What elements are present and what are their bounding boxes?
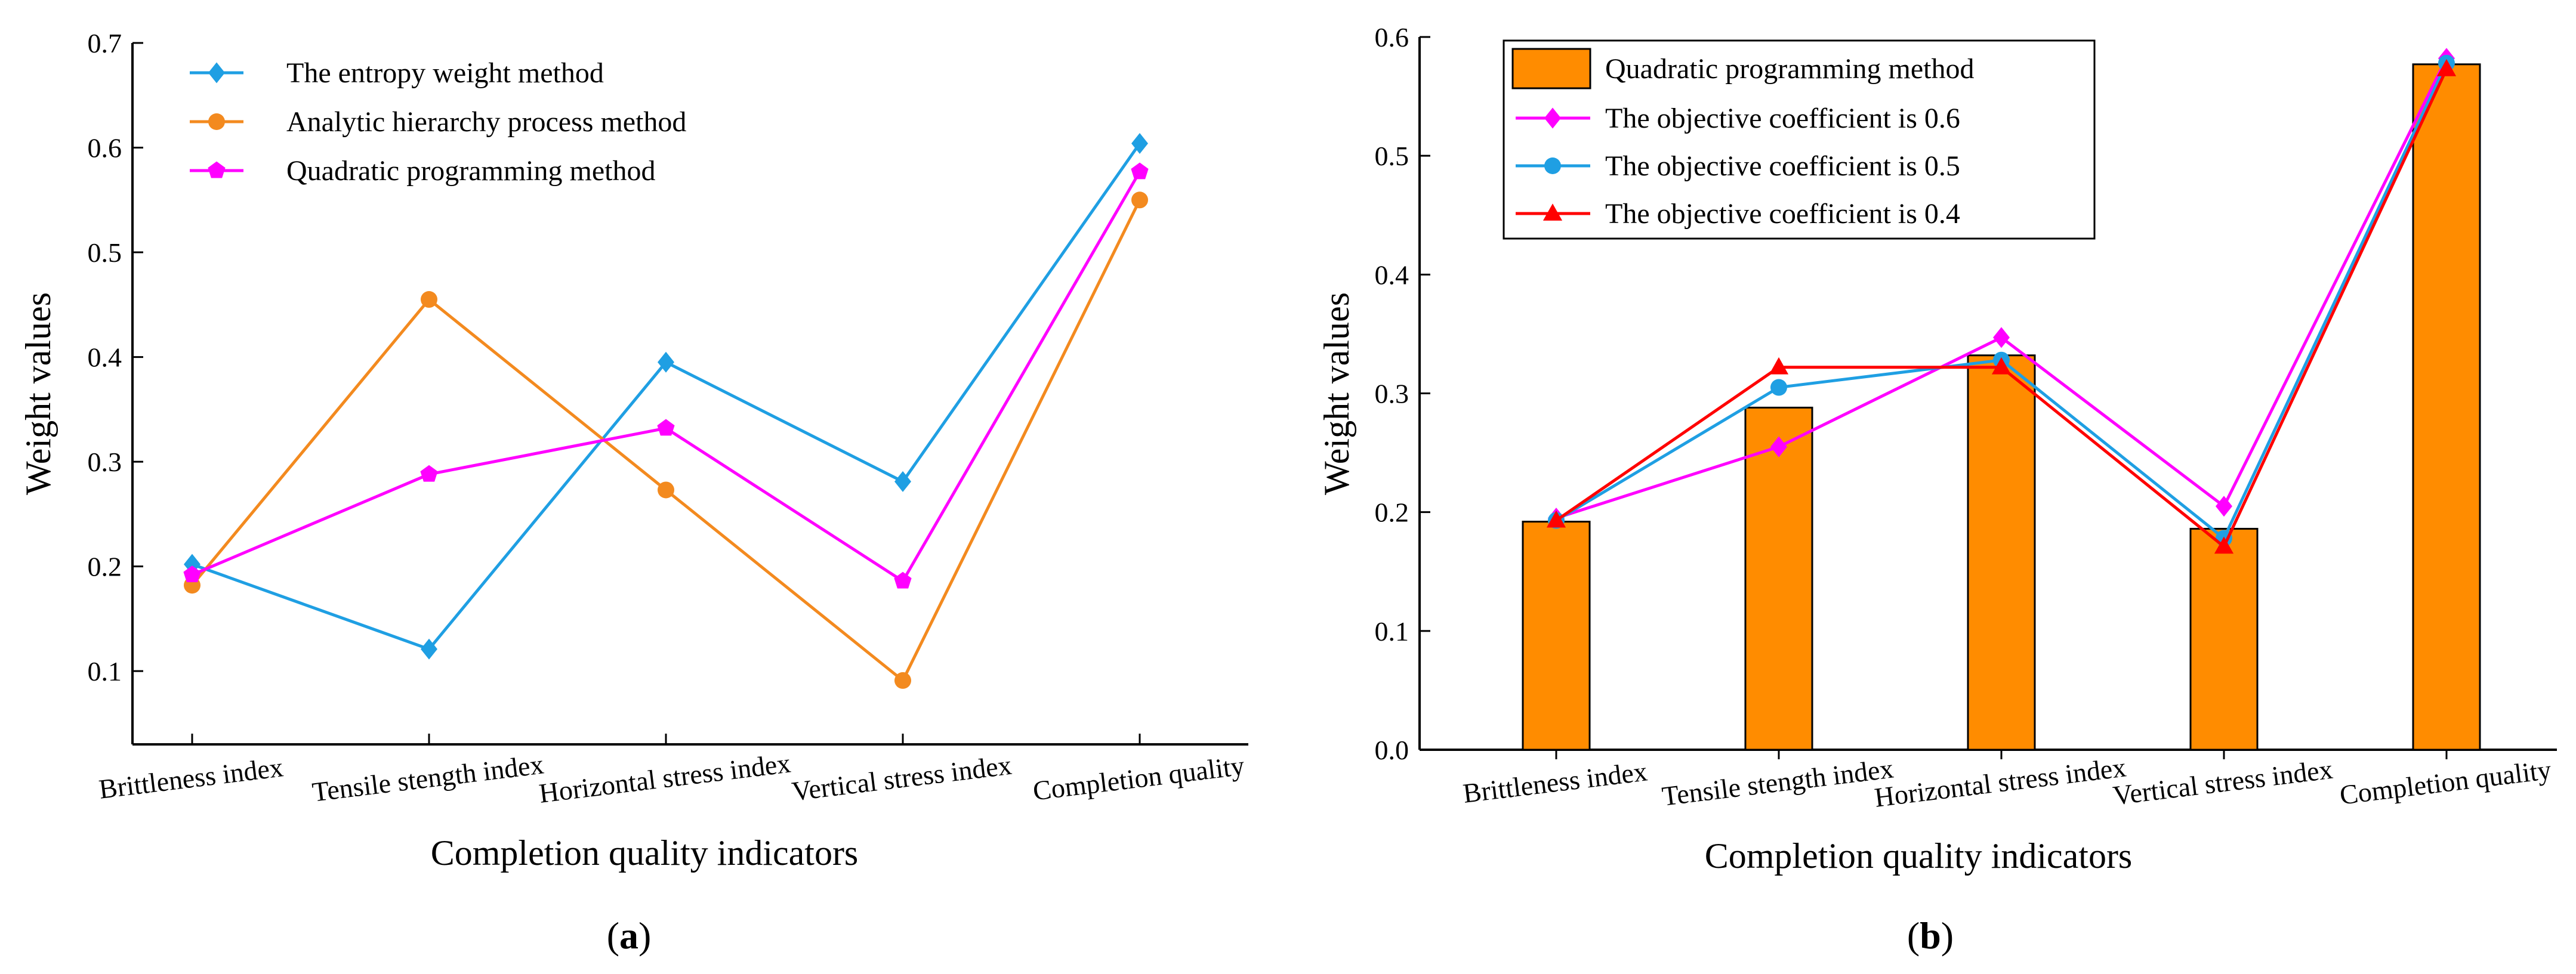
panel-a-y-axis-title: Weight values	[18, 292, 58, 495]
panel-b-bar	[1967, 354, 2036, 751]
panel-a-data-point	[894, 571, 912, 589]
panel-b-y-tick-label: 0.3	[1375, 379, 1409, 409]
panel-b-category-vertical-stress-index: Vertical stress index	[2111, 754, 2334, 811]
panel-b-legend-item-the-objective-coefficient-is-0-4: The objective coefficient is 0.4	[1516, 198, 1960, 230]
panel-b-legend-marker	[1544, 157, 1561, 174]
panel-b-legend-marker	[1544, 107, 1561, 129]
panel-b-y-tick-label: 0.1	[1375, 616, 1409, 647]
panel-b-data-point	[2216, 496, 2232, 517]
panel-a-data-point	[658, 481, 674, 499]
panel-a-legend-item-the-entropy-weight-method: The entropy weight method	[190, 57, 604, 89]
panel-a-y-tick-label: 0.3	[88, 447, 122, 477]
panel-b-data-point	[1770, 436, 1787, 457]
panel-b-category-tensile-stength-index: Tensile stength index	[1660, 753, 1895, 812]
panel-a-data-point	[1131, 191, 1148, 209]
panel-a-category-vertical-stress-index: Vertical stress index	[790, 750, 1013, 807]
panel-b-data-point	[1546, 510, 1566, 528]
panel-b-bar	[2412, 63, 2481, 751]
panel-b-legend-label: The objective coefficient is 0.5	[1605, 150, 1960, 182]
panel-a-legend-label: The entropy weight method	[286, 57, 604, 89]
panel-a-category-horizontal-stress-index: Horizontal stress index	[538, 747, 792, 808]
panel-a-data-point	[657, 419, 675, 436]
panel-a-legend-item-quadratic-programming-method: Quadratic programming method	[190, 155, 656, 187]
panel-a-category-completion-quality: Completion quality	[1031, 750, 1246, 806]
panel-a-legend-marker	[208, 62, 225, 84]
panel-a-legend-item-analytic-hierarchy-process-method: Analytic hierarchy process method	[190, 106, 686, 138]
panel-b-y-tick-label: 0.4	[1375, 259, 1409, 290]
panel-b-y-tick-label: 0.6	[1375, 22, 1409, 52]
panel-a-y-tick-label: 0.4	[88, 342, 122, 373]
panel-b-label: (b)	[1907, 914, 1954, 957]
panel-a-data-point	[183, 565, 201, 583]
panel-a-category-tensile-stength-index: Tensile stength index	[310, 749, 545, 808]
panel-b-y-tick-label: 0.2	[1375, 497, 1409, 528]
panel-a-data-point	[894, 672, 911, 689]
panel-a-y-tick-label: 0.7	[88, 28, 122, 58]
panel-b-legend-label: Quadratic programming method	[1605, 53, 1975, 85]
panel-a-series-the-entropy-weight-method	[184, 133, 1148, 660]
panel-a-data-point	[1131, 162, 1149, 180]
panel-b-legend-marker	[1542, 203, 1563, 221]
panel-b-bar	[2189, 528, 2259, 751]
panel-b-category-completion-quality: Completion quality	[2338, 755, 2553, 811]
panel-a-data-point	[420, 465, 438, 482]
panel-a-series-line	[192, 143, 1142, 651]
panel-b-legend-item-bars: Quadratic programming method	[1511, 48, 1975, 89]
panel-b-legend-item-the-objective-coefficient-is-0-5: The objective coefficient is 0.5	[1516, 150, 1960, 182]
panel-a-data-point	[658, 351, 674, 373]
panel-b-data-point	[2436, 59, 2457, 76]
panel-a-data-point	[1131, 133, 1148, 154]
panel-a-series-analytic-hierarchy-process-method	[184, 191, 1148, 689]
panel-a-series-quadratic-programming-method	[183, 162, 1149, 589]
panel-a-y-tick-label: 0.2	[88, 552, 122, 582]
panel-b-bar	[1744, 406, 1813, 751]
panel-a-data-point	[894, 471, 911, 492]
panel-a-data-point	[421, 638, 437, 660]
panel-a-category-brittleness-index: Brittleness index	[97, 752, 285, 804]
panel-b-data-point	[1991, 357, 2012, 375]
panel-a-line-chart: 0.1 0.2 0.3 0.4 0.5 0.6 0.7 Brittleness index T…	[18, 28, 1248, 957]
panel-b-data-point	[1769, 357, 1789, 375]
panel-a-series-line	[192, 171, 1142, 583]
panel-a-legend-marker	[208, 161, 226, 178]
panel-a-legend-label: Analytic hierarchy process method	[286, 106, 686, 138]
panel-b-data-point	[1993, 327, 2010, 348]
panel-a-label: (a)	[607, 914, 652, 957]
panel-b-legend-box	[1503, 39, 2096, 240]
panel-b-letter: b	[1920, 914, 1941, 957]
panel-a-legend-label: Quadratic programming method	[286, 155, 656, 187]
panel-a-series-line	[191, 199, 1142, 683]
panel-b-legend-bar-swatch	[1511, 48, 1591, 89]
panel-a-x-axis-title: Completion quality indicators	[431, 833, 859, 873]
panel-b-y-tick-label: 0.5	[1375, 141, 1409, 171]
panel-b-bar	[1522, 521, 1591, 751]
panel-b-y-tick-label: 0.0	[1375, 735, 1409, 765]
panel-b-legend-label: The objective coefficient is 0.6	[1605, 103, 1960, 134]
panel-b-y-axis-title: Weight values	[1317, 292, 1356, 495]
panel-a-letter: a	[619, 914, 638, 957]
panel-b-legend-item-the-objective-coefficient-is-0-6: The objective coefficient is 0.6	[1516, 103, 1960, 134]
panel-a-data-point	[421, 291, 437, 308]
panel-b-legend-label: The objective coefficient is 0.4	[1605, 198, 1960, 230]
panel-b-bar-line-chart: 0.00.10.20.30.40.50.6 Brittleness index T…	[1317, 22, 2557, 957]
panel-b-series-the-objective-coefficient-is-0-4	[1546, 59, 2457, 554]
panel-b-data-point	[1770, 379, 1787, 396]
panel-a-y-tick-label: 0.1	[88, 656, 122, 687]
panel-a-y-tick-label: 0.6	[88, 133, 122, 163]
panel-a-y-tick-label: 0.5	[88, 237, 122, 268]
panel-b-category-brittleness-index: Brittleness index	[1461, 756, 1649, 808]
panel-a-legend-marker	[208, 113, 225, 130]
panel-b-x-axis-title: Completion quality indicators	[1705, 836, 2133, 876]
panel-b-category-horizontal-stress-index: Horizontal stress index	[1873, 752, 2128, 812]
panel-b-data-point	[2214, 536, 2234, 554]
